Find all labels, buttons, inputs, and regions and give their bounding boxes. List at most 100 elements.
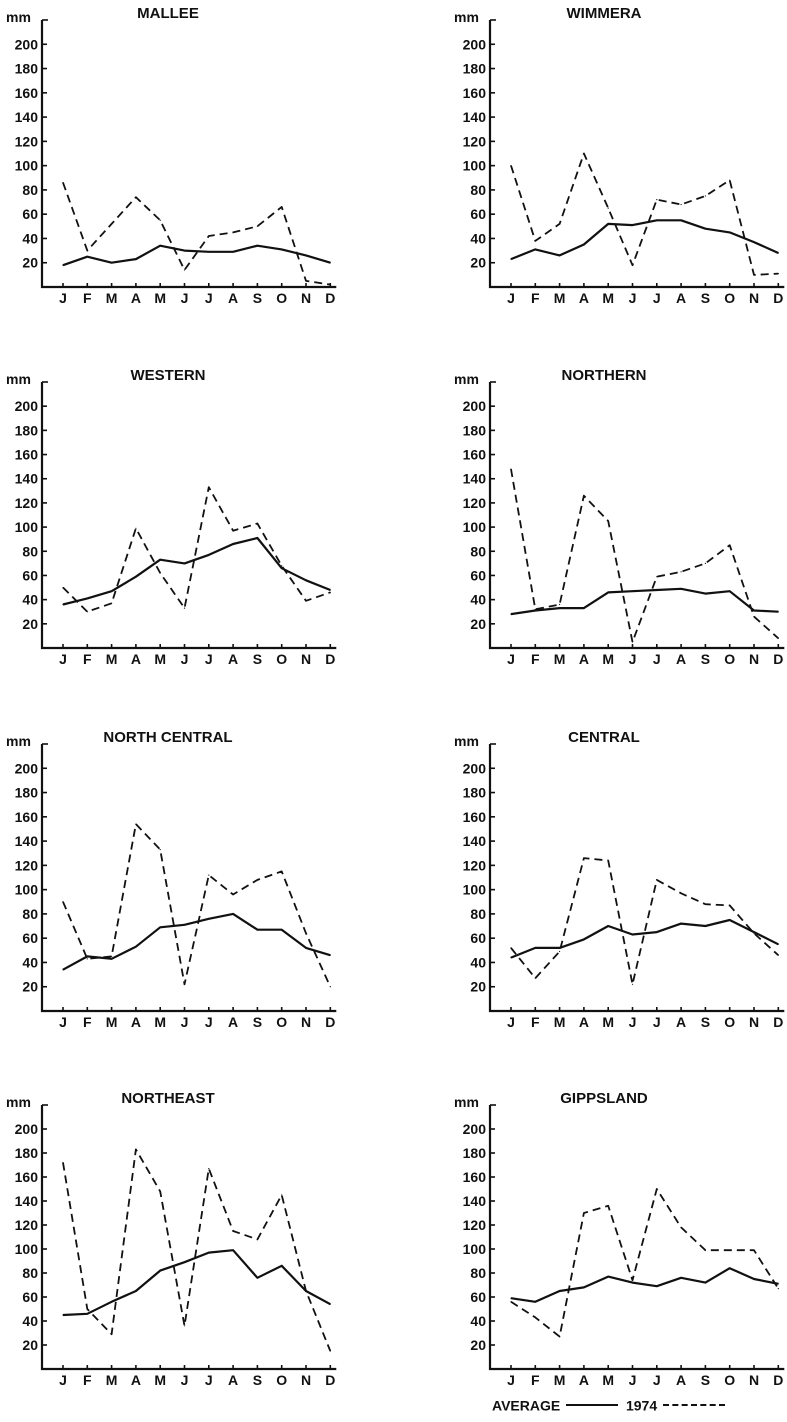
y-tick-label: 40 xyxy=(22,1313,38,1329)
point-1974-0 xyxy=(510,468,512,470)
x-tick-label: A xyxy=(579,1372,589,1388)
point-1974-0 xyxy=(62,182,64,184)
point-1974-7 xyxy=(232,231,234,233)
point-average-1 xyxy=(534,248,536,250)
point-average-1 xyxy=(86,1313,88,1315)
y-tick-label: 180 xyxy=(463,422,487,438)
point-1974-3 xyxy=(135,1148,137,1150)
point-average-7 xyxy=(680,588,682,590)
point-average-10 xyxy=(305,254,307,257)
y-tick-label: 160 xyxy=(15,1169,39,1185)
point-1974-6 xyxy=(656,879,658,881)
point-average-4 xyxy=(607,223,609,225)
y-axis-unit: mm xyxy=(6,733,31,749)
y-axis-unit: mm xyxy=(454,733,479,749)
x-tick-label: O xyxy=(276,290,287,306)
x-tick-label: D xyxy=(325,290,335,306)
series-line-average xyxy=(62,244,331,267)
y-tick-label: 80 xyxy=(22,906,38,922)
x-tick-label: A xyxy=(131,1014,141,1030)
y-tick-label: 40 xyxy=(22,230,38,246)
point-average-3 xyxy=(583,1286,585,1288)
y-tick-label: 120 xyxy=(15,133,39,149)
x-tick-label: D xyxy=(773,290,783,306)
x-tick-label: J xyxy=(629,290,637,306)
y-tick-label: 40 xyxy=(22,592,38,608)
point-1974-1 xyxy=(534,977,536,979)
x-tick-label: J xyxy=(653,290,661,306)
y-tick-label: 160 xyxy=(15,809,39,825)
point-1974-6 xyxy=(656,576,658,578)
point-average-3 xyxy=(135,258,137,260)
x-tick-label: O xyxy=(724,1014,735,1030)
point-1974-3 xyxy=(583,152,585,155)
point-average-11 xyxy=(329,589,331,591)
x-tick-label: N xyxy=(301,1014,311,1030)
point-1974-11 xyxy=(329,283,331,286)
point-average-7 xyxy=(680,923,682,925)
point-average-6 xyxy=(656,589,658,591)
y-tick-label: 80 xyxy=(22,182,38,198)
y-tick-label: 20 xyxy=(22,255,38,271)
y-axis-unit: mm xyxy=(6,371,31,387)
y-tick-label: 60 xyxy=(22,930,38,946)
point-1974-9 xyxy=(281,870,283,873)
y-axis-unit: mm xyxy=(6,9,31,25)
y-tick-label: 20 xyxy=(22,616,38,632)
point-1974-4 xyxy=(159,1190,161,1192)
point-average-3 xyxy=(583,607,585,609)
point-1974-5 xyxy=(631,641,634,643)
y-tick-label: 20 xyxy=(470,1337,486,1353)
point-average-6 xyxy=(208,251,210,253)
point-1974-6 xyxy=(208,486,210,488)
point-average-3 xyxy=(135,946,137,948)
x-tick-label: O xyxy=(724,651,735,667)
point-1974-8 xyxy=(704,562,707,564)
x-tick-label: J xyxy=(205,1014,213,1030)
point-average-8 xyxy=(256,929,258,931)
point-average-2 xyxy=(111,1301,113,1303)
point-1974-1 xyxy=(86,611,88,613)
point-average-1 xyxy=(86,256,88,258)
x-tick-label: A xyxy=(131,1372,141,1388)
x-tick-label: A xyxy=(579,290,589,306)
x-tick-label: N xyxy=(301,290,311,306)
y-tick-label: 180 xyxy=(463,1145,487,1161)
point-average-2 xyxy=(111,590,113,592)
point-1974-0 xyxy=(62,1162,64,1164)
point-average-9 xyxy=(729,590,731,592)
point-1974-2 xyxy=(559,603,561,606)
x-tick-label: J xyxy=(507,651,515,667)
point-1974-10 xyxy=(305,600,307,602)
y-tick-label: 60 xyxy=(22,206,38,222)
point-1974-1 xyxy=(534,1316,536,1318)
x-tick-label: J xyxy=(205,290,213,306)
y-tick-label: 80 xyxy=(22,1265,38,1281)
chart-north-central: NORTH CENTRAL mm 20 40 60 80 100 120 140 160 180 20… xyxy=(6,729,337,1030)
point-average-4 xyxy=(159,559,161,561)
y-tick-label: 180 xyxy=(463,785,487,801)
point-1974-4 xyxy=(159,219,161,221)
point-1974-2 xyxy=(111,223,113,225)
point-1974-8 xyxy=(256,1238,258,1240)
chart-title: NORTH CENTRAL xyxy=(103,729,232,746)
x-tick-label: J xyxy=(181,1372,189,1388)
y-tick-label: 200 xyxy=(463,1121,487,1137)
y-tick-label: 60 xyxy=(22,567,38,583)
x-tick-label: M xyxy=(602,1372,614,1388)
point-1974-1 xyxy=(86,958,88,960)
point-1974-11 xyxy=(329,1350,331,1352)
x-tick-label: M xyxy=(154,1372,166,1388)
point-average-9 xyxy=(729,1267,731,1269)
x-tick-label: J xyxy=(507,1014,515,1030)
point-1974-8 xyxy=(704,1249,707,1251)
point-average-10 xyxy=(753,931,755,933)
point-1974-6 xyxy=(208,874,210,876)
y-tick-label: 140 xyxy=(463,1193,487,1209)
point-average-9 xyxy=(281,1265,283,1267)
y-axis-unit: mm xyxy=(454,1094,479,1110)
y-axis-unit: mm xyxy=(6,1094,31,1110)
point-1974-5 xyxy=(631,1279,634,1281)
x-tick-label: J xyxy=(205,651,213,667)
